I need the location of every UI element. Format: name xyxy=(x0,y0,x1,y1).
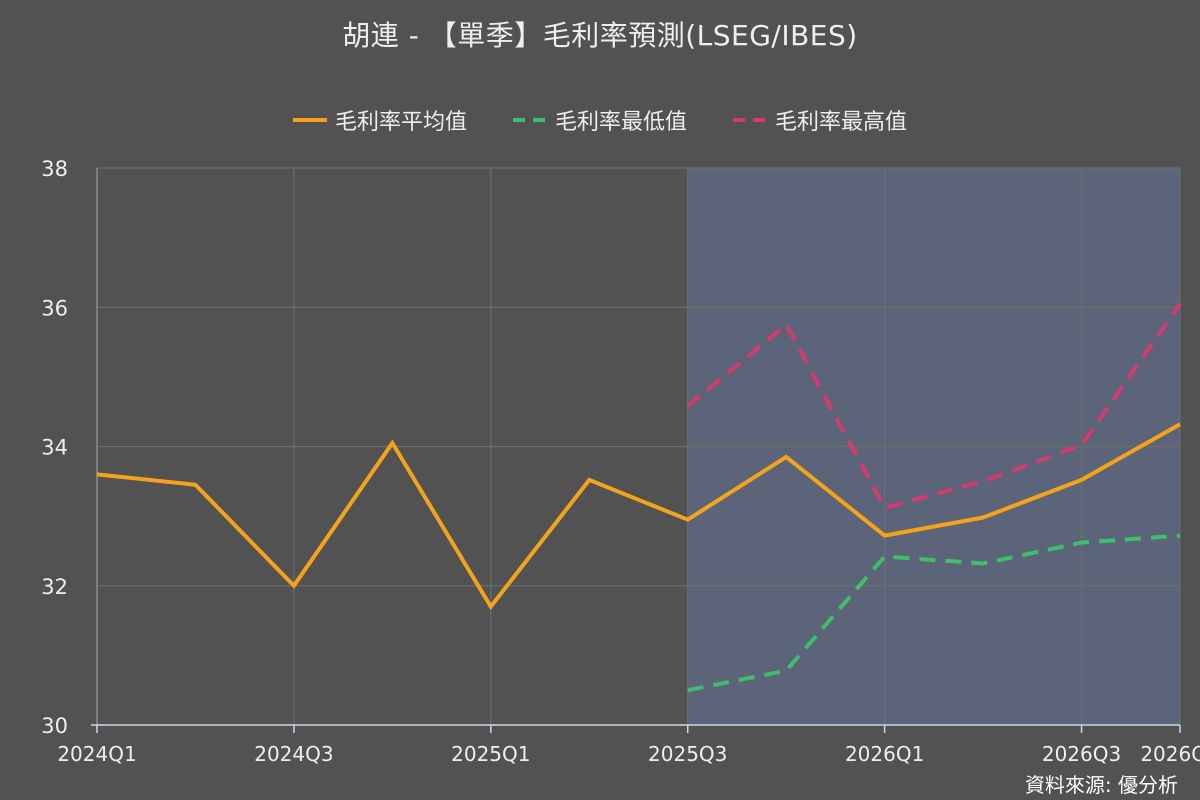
legend-swatch-max xyxy=(733,118,767,122)
series-line-0 xyxy=(96,422,1181,611)
y-tick-label: 36 xyxy=(41,296,68,320)
legend-item-max[interactable]: 毛利率最高值 xyxy=(733,104,907,136)
x-tick-label: 2026Q1 xyxy=(845,742,924,766)
x-tick-label: 2025Q3 xyxy=(648,742,727,766)
legend-item-min[interactable]: 毛利率最低值 xyxy=(512,104,687,136)
series-line-2 xyxy=(686,302,1182,511)
x-tick-label: 2024Q1 xyxy=(57,742,136,766)
x-tick-label: 2026Q3 xyxy=(1042,742,1121,766)
chart-legend: 毛利率平均值 毛利率最低值 毛利率最高值 xyxy=(0,104,1200,136)
series-line-1 xyxy=(687,533,1181,693)
y-tick-label: 30 xyxy=(41,714,68,738)
legend-swatch-avg xyxy=(292,118,327,122)
source-note: 資料來源: 優分析 xyxy=(1024,773,1178,797)
legend-label-max: 毛利率最高值 xyxy=(775,110,908,135)
x-tick-label: 2025Q1 xyxy=(451,742,530,766)
chart-title: 胡連 - 【單季】毛利率預測(LSEG/IBES) xyxy=(342,19,858,52)
legend-swatch-min xyxy=(512,118,547,122)
y-tick-label: 34 xyxy=(41,436,68,460)
x-tick-label: 2024Q3 xyxy=(254,742,333,766)
x-tick-label: 2026Q4 xyxy=(1140,742,1200,766)
y-tick-label: 38 xyxy=(41,157,68,181)
legend-label-min: 毛利率最低值 xyxy=(554,110,687,135)
legend-label-avg: 毛利率平均值 xyxy=(334,110,467,135)
legend-item-avg[interactable]: 毛利率平均值 xyxy=(292,104,467,136)
y-tick-label: 32 xyxy=(41,575,68,599)
